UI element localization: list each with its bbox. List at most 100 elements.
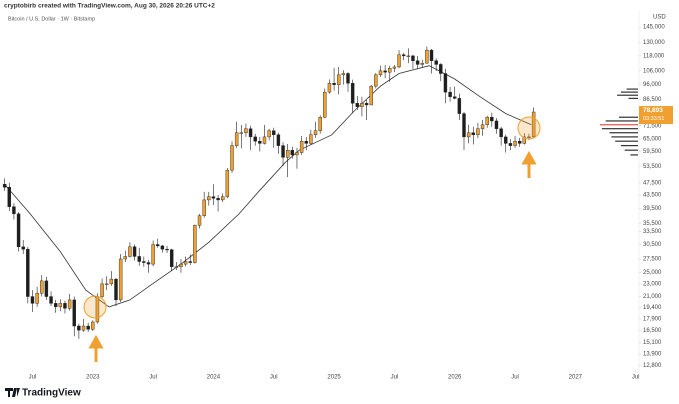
- candle-body: [63, 303, 67, 309]
- candle-body: [91, 321, 95, 330]
- y-tick-label: 12,800: [643, 363, 662, 369]
- candle-body: [462, 113, 466, 138]
- x-tick-label: Jul: [632, 375, 640, 381]
- volume-profile-bar: [620, 91, 638, 93]
- candle-body: [411, 55, 415, 61]
- candle-body: [443, 73, 448, 93]
- candle-body: [392, 66, 397, 69]
- chart-title: Bitcoin / U.S. Dollar · 1W · Bitstamp: [8, 16, 95, 22]
- candle-body: [262, 136, 267, 144]
- y-tick-label: 106,000: [643, 68, 665, 74]
- y-tick-label: 33,500: [643, 229, 662, 235]
- candle-body: [378, 70, 383, 76]
- candle-body: [30, 296, 35, 304]
- candle-body: [448, 91, 452, 97]
- y-tick-label: 47,500: [643, 180, 662, 186]
- candle-body: [341, 73, 346, 76]
- candle-body: [216, 198, 220, 201]
- candle-body: [142, 261, 146, 263]
- candle-body: [211, 196, 216, 199]
- volume-profile-bar: [601, 128, 638, 130]
- volume-profile-bar: [628, 97, 638, 99]
- candle-body: [2, 184, 7, 188]
- y-tick-label: 118,000: [643, 53, 665, 59]
- candle-body: [188, 261, 192, 263]
- candle-body: [234, 132, 239, 146]
- x-tick-label: 2027: [569, 375, 583, 381]
- y-tick-label: 16,500: [643, 328, 662, 334]
- volume-profile-bar: [605, 120, 638, 122]
- candle-body: [109, 278, 114, 285]
- candle-body: [388, 68, 392, 73]
- currency: USD: [653, 15, 666, 21]
- candle-body: [72, 299, 76, 327]
- candle-body: [337, 74, 341, 85]
- candle-body: [346, 73, 350, 84]
- last-price-box: [639, 106, 673, 125]
- volume-profile-bar: [617, 94, 638, 96]
- y-tick-label: 86,500: [643, 97, 662, 103]
- candle-body: [21, 246, 25, 250]
- candle-body: [44, 280, 49, 297]
- candle-body: [160, 245, 165, 250]
- candle-body: [304, 140, 308, 144]
- candle-body: [499, 128, 503, 138]
- candle-body: [369, 85, 373, 106]
- candle-body: [453, 96, 457, 99]
- candle-body: [183, 261, 188, 265]
- candle-body: [397, 54, 401, 68]
- candle-body: [350, 83, 355, 104]
- candle-body: [494, 120, 499, 129]
- volume-profile-bar: [609, 132, 638, 134]
- x-tick-label: 2025: [327, 375, 341, 381]
- candle-body: [40, 280, 44, 294]
- volume-profile-bar: [600, 124, 638, 126]
- highlight-circle: [517, 116, 541, 140]
- candle-body: [137, 256, 141, 262]
- candle-body: [100, 283, 104, 297]
- candle-body: [258, 140, 262, 144]
- candle-body: [490, 117, 494, 122]
- candle-body: [415, 60, 420, 65]
- highlight-circle: [83, 295, 107, 319]
- volume-profile-bar: [619, 116, 638, 118]
- candle-body: [77, 325, 81, 331]
- candle-body: [169, 249, 174, 267]
- candle-body: [476, 128, 480, 136]
- y-tick-label: 71,500: [643, 123, 662, 129]
- candle-body: [504, 136, 508, 144]
- y-tick-label: 43,500: [643, 193, 662, 199]
- candle-body: [313, 130, 318, 136]
- candle-body: [466, 132, 471, 138]
- candle-body: [58, 303, 63, 308]
- candle-body: [165, 248, 169, 251]
- candle-body: [355, 103, 359, 107]
- candle-body: [132, 246, 137, 257]
- candle-body: [49, 296, 53, 304]
- candle-body: [299, 140, 304, 153]
- candle-body: [429, 49, 434, 61]
- y-tick-label: 39,500: [643, 206, 662, 212]
- candle-body: [16, 213, 21, 248]
- candle-body: [230, 145, 234, 171]
- x-tick-label: 2024: [207, 375, 221, 381]
- candle-body: [323, 91, 327, 118]
- footer-logo: [5, 388, 20, 397]
- volume-profile-bar: [611, 136, 638, 138]
- candle-body: [225, 169, 230, 197]
- x-tick-label: Jul: [149, 375, 157, 381]
- footer-brand: TradingView: [22, 388, 81, 399]
- y-tick-label: 19,400: [643, 305, 662, 311]
- candle-body: [248, 128, 253, 138]
- candle-body: [151, 244, 155, 265]
- candle-body: [179, 263, 183, 267]
- candle-body: [114, 278, 118, 301]
- candle-body: [434, 60, 438, 65]
- candle-body: [522, 136, 527, 144]
- candle-body: [221, 196, 225, 201]
- candle-body: [105, 283, 109, 285]
- y-tick-label: 27,500: [643, 257, 662, 263]
- candle-body: [406, 55, 411, 57]
- x-tick-label: Jul: [29, 375, 37, 381]
